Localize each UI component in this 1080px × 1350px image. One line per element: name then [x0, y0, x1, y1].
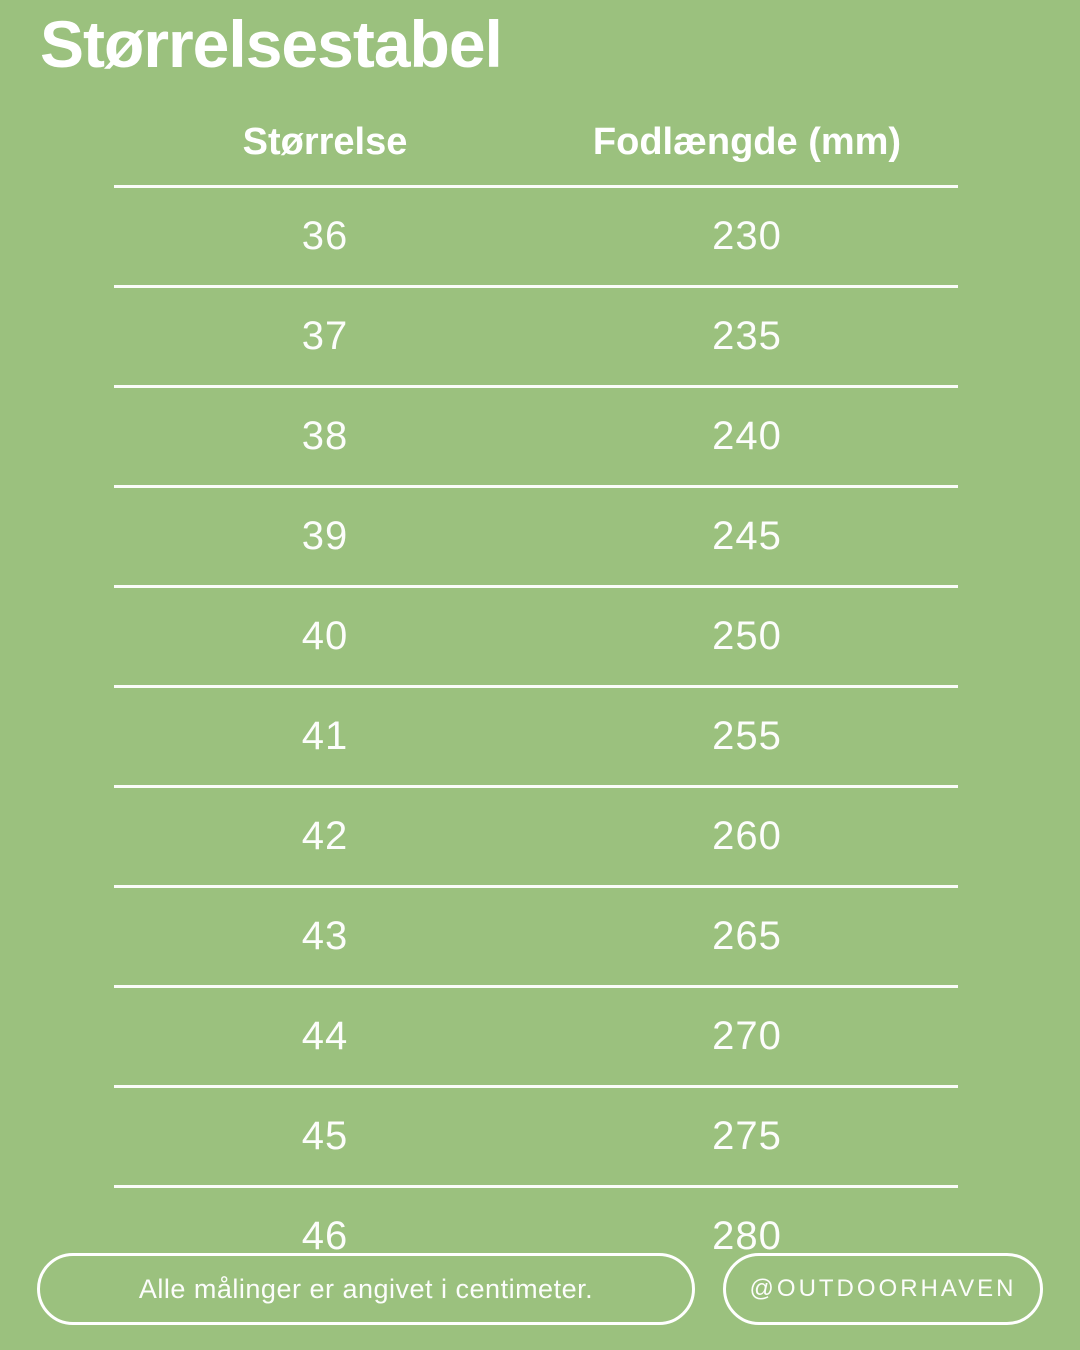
size-cell: 37: [301, 314, 349, 358]
footlength-cell: 250: [712, 614, 782, 658]
footlength-cell: 235: [712, 314, 782, 358]
size-cell: 40: [301, 614, 349, 658]
size-cell: 45: [301, 1114, 349, 1158]
footlength-cell: 265: [712, 914, 782, 958]
footlength-cell: 270: [712, 1014, 782, 1058]
table-row: 46 280: [114, 1185, 958, 1285]
size-cell: 39: [301, 514, 349, 558]
footlength-cell: 240: [712, 414, 782, 458]
table-row: 42 260: [114, 785, 958, 885]
table-row: 40 250: [114, 585, 958, 685]
table-row: 45 275: [114, 1085, 958, 1185]
size-cell: 41: [301, 714, 349, 758]
footlength-cell: 245: [712, 514, 782, 558]
social-handle-text: @OUTDOORHAVEN: [749, 1275, 1017, 1302]
footlength-cell: 260: [712, 814, 782, 858]
table-row: 37 235: [114, 285, 958, 385]
table-header-row: Størrelse Fodlængde (mm): [114, 100, 958, 185]
social-handle-pill: @OUTDOORHAVEN: [723, 1253, 1043, 1325]
size-table: Størrelse Fodlængde (mm) 36 230 37 235 3…: [114, 100, 958, 1285]
table-row: 39 245: [114, 485, 958, 585]
footlength-cell: 255: [712, 714, 782, 758]
footer-note-pill: Alle målinger er angivet i centimeter.: [37, 1253, 695, 1325]
table-row: 43 265: [114, 885, 958, 985]
size-cell: 44: [301, 1014, 349, 1058]
footlength-cell: 230: [712, 214, 782, 258]
size-cell: 38: [301, 414, 349, 458]
table-row: 38 240: [114, 385, 958, 485]
size-cell: 46: [301, 1214, 349, 1258]
size-cell: 36: [301, 214, 349, 258]
footlength-cell: 280: [712, 1214, 782, 1258]
footlength-cell: 275: [712, 1114, 782, 1158]
table-row: 41 255: [114, 685, 958, 785]
size-cell: 42: [301, 814, 349, 858]
footer-note-text: Alle målinger er angivet i centimeter.: [138, 1273, 594, 1304]
page-title: Størrelsestabel: [40, 7, 503, 81]
size-cell: 43: [301, 914, 349, 958]
table-row: 44 270: [114, 985, 958, 1085]
column-header-footlength: Fodlængde (mm): [592, 121, 902, 163]
table-row: 36 230: [114, 185, 958, 285]
column-header-size: Størrelse: [242, 121, 408, 163]
